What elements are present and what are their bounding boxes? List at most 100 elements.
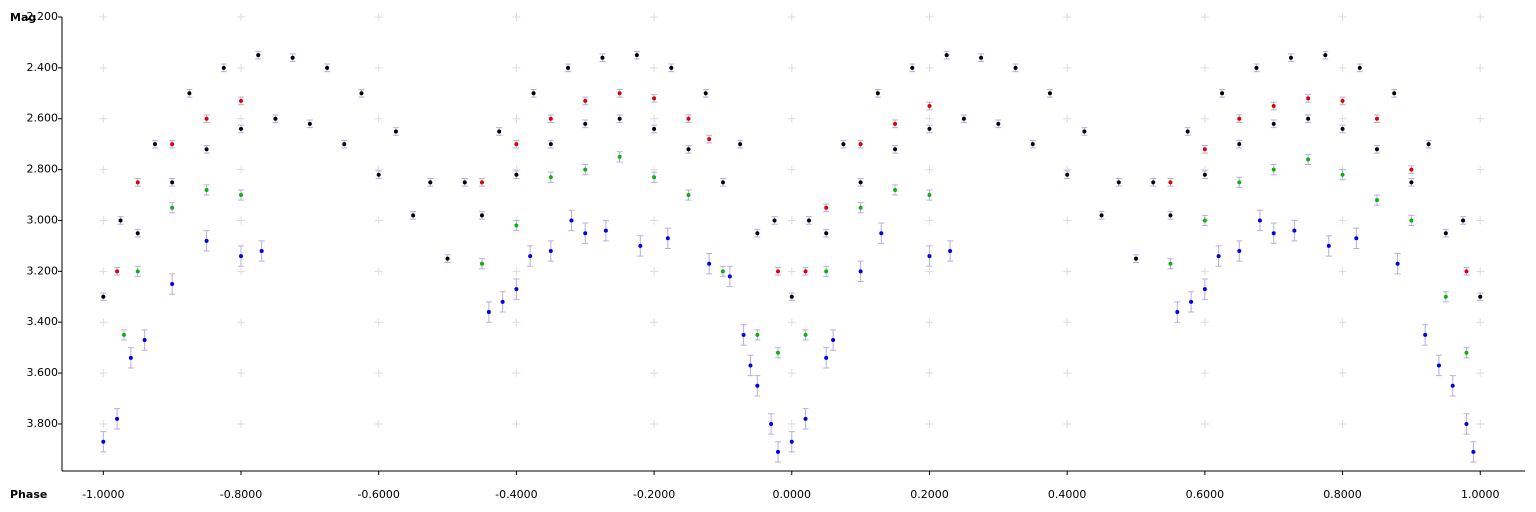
grid-cross (1476, 267, 1485, 276)
point (824, 355, 829, 360)
point (1340, 98, 1345, 103)
point (359, 91, 364, 96)
point (652, 175, 657, 180)
grid-cross (374, 13, 383, 21)
point (1185, 129, 1190, 134)
point (1237, 142, 1242, 147)
point (1464, 350, 1469, 355)
point (273, 116, 278, 121)
grid-cross (512, 419, 521, 428)
point (583, 121, 588, 126)
grid-cross (512, 369, 521, 378)
point (479, 261, 484, 266)
grid-cross (99, 114, 108, 123)
point (170, 205, 175, 210)
point (1202, 172, 1207, 177)
point (1237, 116, 1242, 121)
point (514, 287, 519, 292)
point (748, 363, 753, 368)
point (948, 248, 953, 253)
point (142, 338, 147, 343)
point (755, 332, 760, 337)
point (204, 238, 209, 243)
grid-cross (1200, 419, 1209, 428)
grid-cross (512, 267, 521, 276)
point (1288, 55, 1293, 60)
point (652, 96, 657, 101)
point (170, 282, 175, 287)
grid-cross (1338, 419, 1347, 428)
point (1354, 236, 1359, 241)
point (583, 231, 588, 236)
grid-cross (925, 13, 934, 21)
point (824, 269, 829, 274)
point (1423, 332, 1428, 337)
grid-cross (1338, 63, 1347, 72)
grid-cross (787, 369, 796, 378)
point (1443, 231, 1448, 236)
x-tick-label: 0.2000 (910, 488, 949, 501)
point (1340, 126, 1345, 131)
point (1220, 91, 1225, 96)
point (1409, 180, 1414, 185)
grid-cross (650, 13, 659, 21)
point (514, 142, 519, 147)
point (686, 147, 691, 152)
x-tick-label: -1.0000 (82, 488, 124, 501)
point (256, 53, 261, 58)
point (1065, 172, 1070, 177)
grid-cross (512, 63, 521, 72)
point (115, 269, 120, 274)
grid-cross (1200, 318, 1209, 327)
grid-cross (925, 63, 934, 72)
point (101, 439, 106, 444)
point (118, 218, 123, 223)
point (858, 180, 863, 185)
point (1436, 363, 1441, 368)
point (135, 231, 140, 236)
point (1175, 310, 1180, 315)
x-tick-label: -0.6000 (357, 488, 399, 501)
grid-cross (99, 267, 108, 276)
grid-cross (1476, 63, 1485, 72)
point (187, 91, 192, 96)
grid-cross (1476, 369, 1485, 378)
point (789, 439, 794, 444)
point (1443, 294, 1448, 299)
y-tick-label: 2.200 (27, 10, 59, 23)
point (720, 269, 725, 274)
point (944, 53, 949, 58)
point (638, 243, 643, 248)
point (411, 213, 416, 218)
grid-cross (1476, 13, 1485, 21)
point (707, 137, 712, 142)
grid-cross (374, 267, 383, 276)
point (325, 65, 330, 70)
grid-cross (512, 13, 521, 21)
point (979, 55, 984, 60)
point (617, 91, 622, 96)
point (755, 231, 760, 236)
y-axis-title: Mag (10, 11, 36, 24)
point (1395, 261, 1400, 266)
point (1292, 228, 1297, 233)
point (707, 261, 712, 266)
point (1202, 287, 1207, 292)
grid-cross (925, 419, 934, 428)
y-tick-label: 3.800 (27, 417, 59, 430)
point (1464, 421, 1469, 426)
x-tick-label: 1.0000 (1461, 488, 1500, 501)
grid-cross (1063, 369, 1072, 378)
point (115, 416, 120, 421)
point (776, 350, 781, 355)
point (841, 142, 846, 147)
grid-cross (925, 114, 934, 123)
point (376, 172, 381, 177)
point (548, 142, 553, 147)
grid-cross (374, 369, 383, 378)
point (1237, 248, 1242, 253)
grid-cross (512, 318, 521, 327)
point (893, 187, 898, 192)
point (858, 205, 863, 210)
